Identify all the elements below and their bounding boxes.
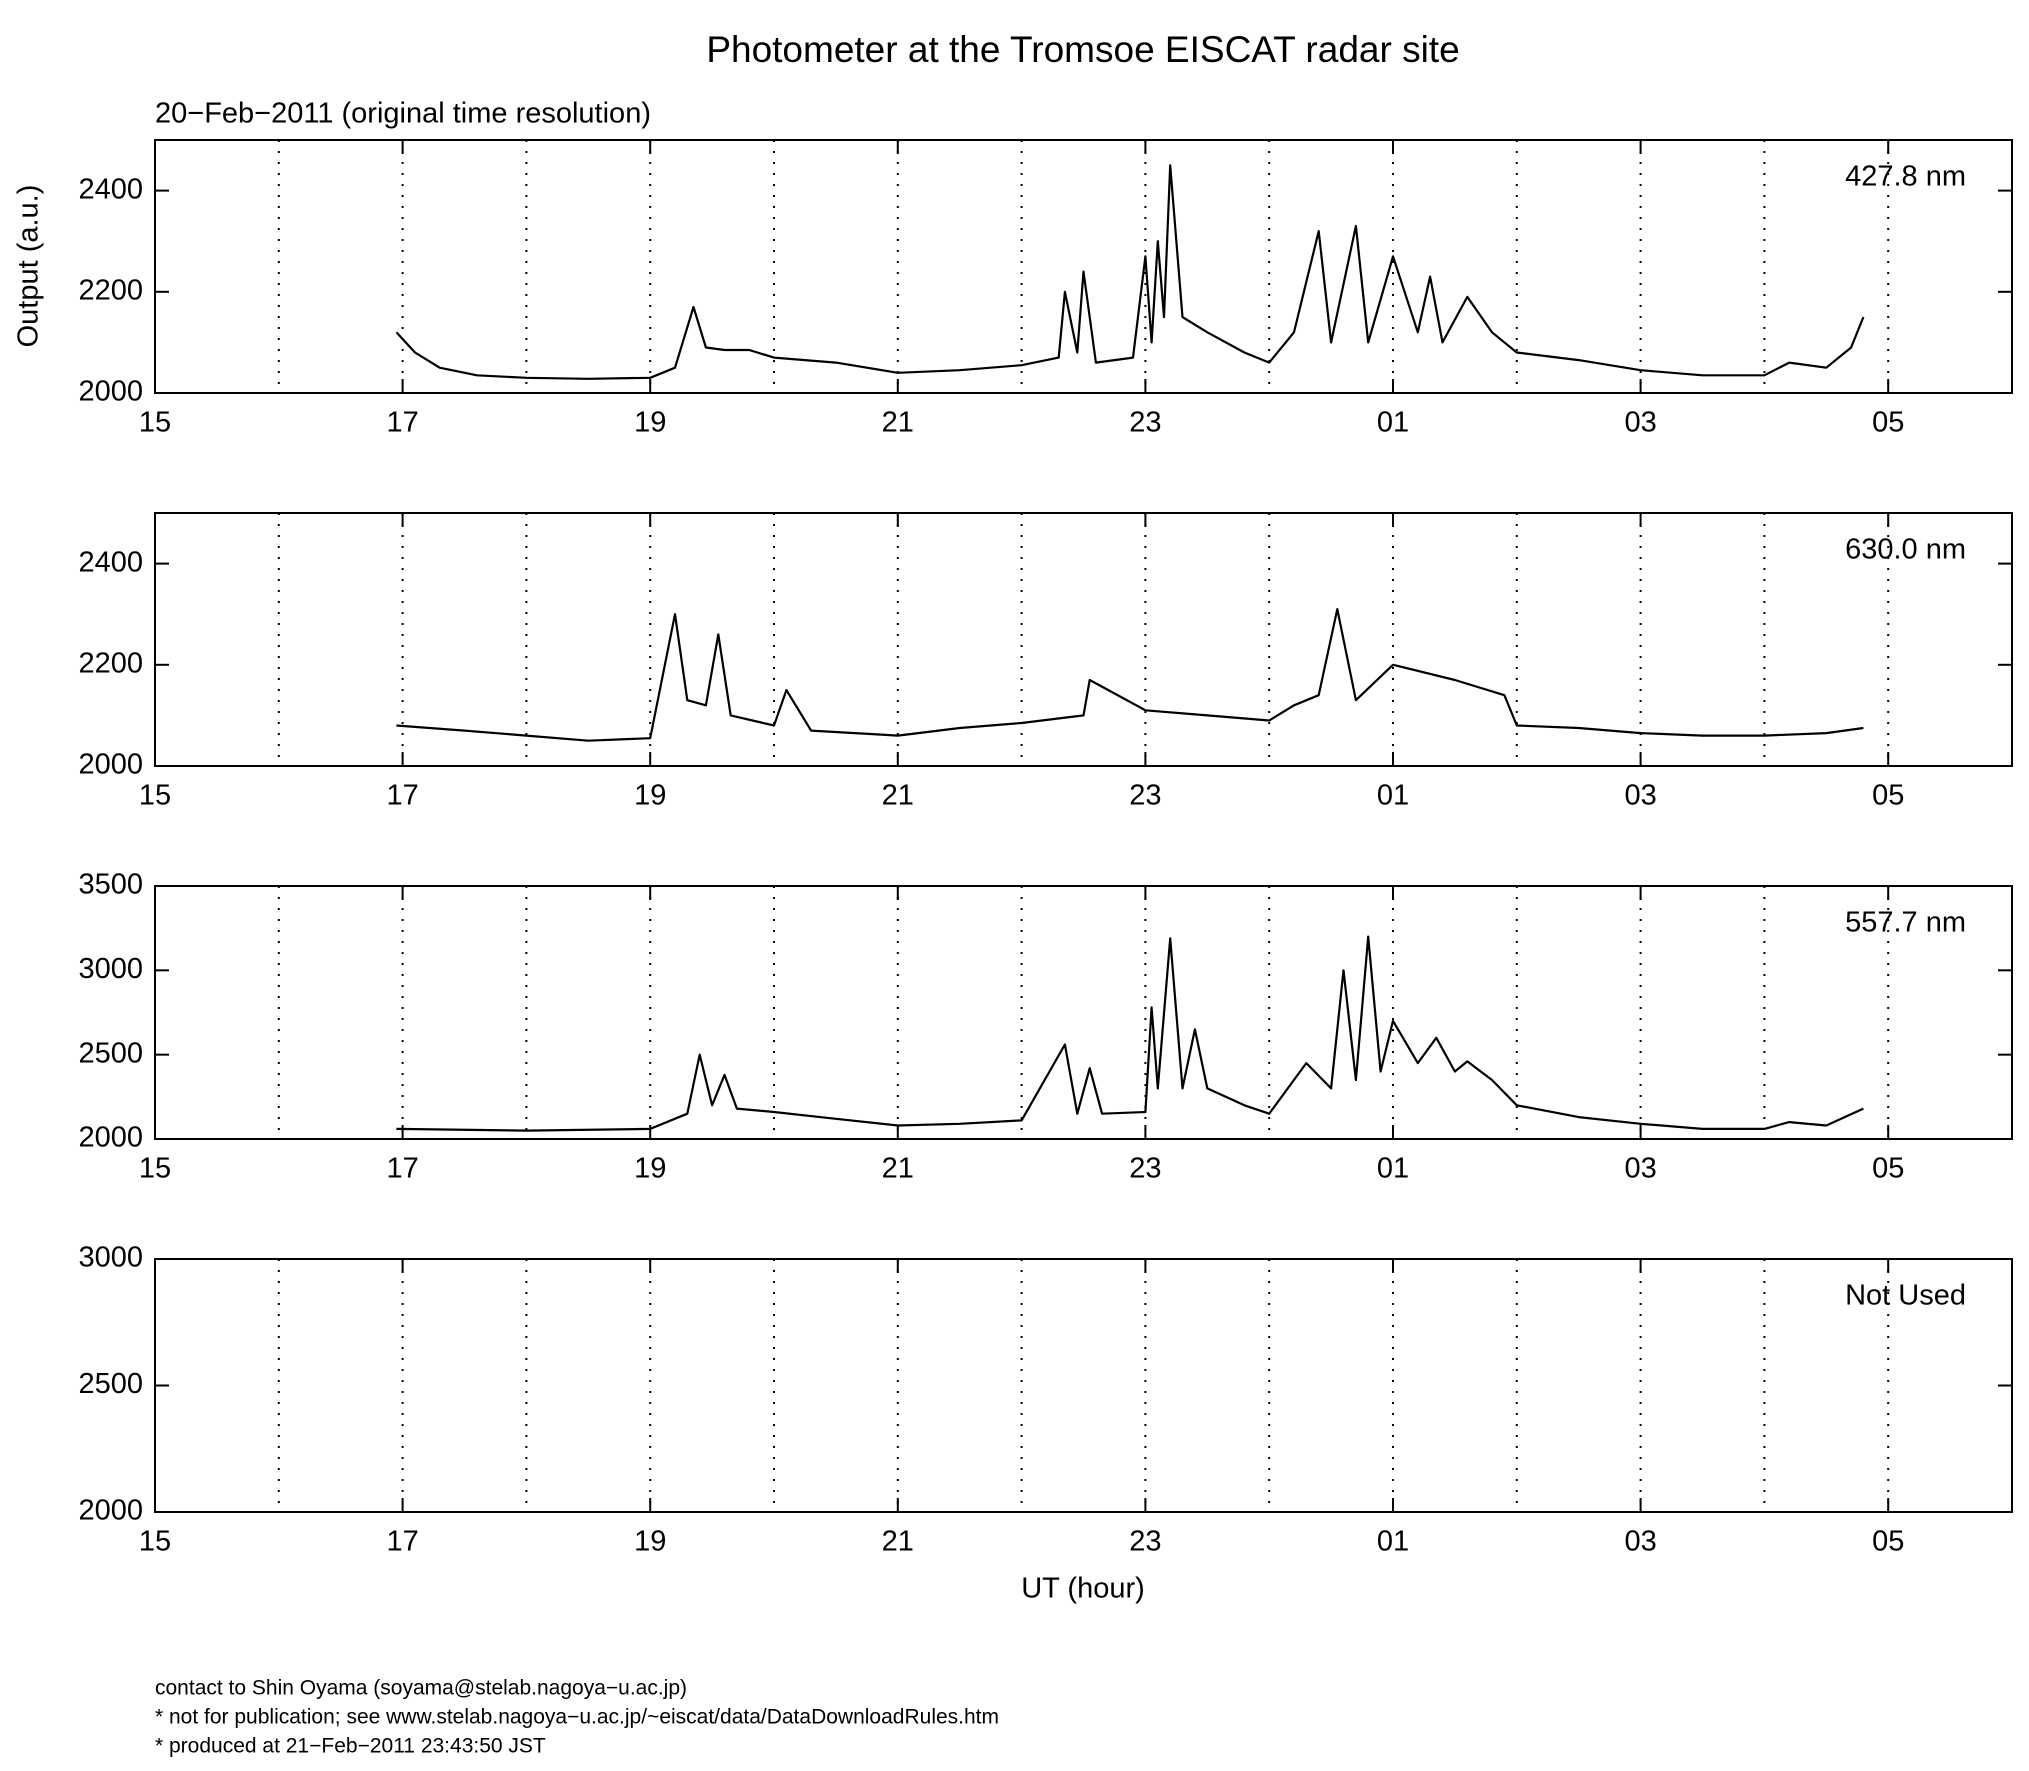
- x-tick-label: 19: [634, 1526, 666, 1558]
- x-tick-label: 15: [139, 1526, 171, 1558]
- x-tick-label: 19: [634, 407, 666, 439]
- x-tick-label: 03: [1624, 407, 1656, 439]
- x-tick-label: 23: [1129, 1526, 1161, 1558]
- plot-frame: [154, 139, 2013, 394]
- y-axis-label: Output (a.u.): [13, 185, 45, 348]
- x-tick-label: 05: [1872, 1153, 1904, 1185]
- y-tick-label: 2000: [78, 1122, 143, 1154]
- footer-line: contact to Shin Oyama (soyama@stelab.nag…: [155, 1677, 687, 1700]
- footer-line: * produced at 21−Feb−2011 23:43:50 JST: [155, 1735, 546, 1758]
- figure-title: Photometer at the Tromsoe EISCAT radar s…: [706, 29, 1459, 70]
- panel-label: 427.8 nm: [1845, 161, 1966, 193]
- data-line: [396, 935, 1864, 1132]
- y-tick-label: 2000: [78, 376, 143, 408]
- x-tick-label: 19: [634, 1153, 666, 1185]
- y-tick-label: 2400: [78, 546, 143, 578]
- x-tick-label: 17: [386, 1153, 418, 1185]
- x-tick-label: 01: [1377, 1153, 1409, 1185]
- x-tick-label: 21: [882, 1153, 914, 1185]
- footer-line: * not for publication; see www.stelab.na…: [155, 1706, 999, 1729]
- x-tick-label: 01: [1377, 780, 1409, 812]
- x-tick-label: 01: [1377, 407, 1409, 439]
- y-tick-label: 2200: [78, 647, 143, 679]
- x-tick-label: 15: [139, 780, 171, 812]
- plot-frame: [154, 1258, 2013, 1513]
- x-tick-label: 23: [1129, 407, 1161, 439]
- x-tick-label: 03: [1624, 780, 1656, 812]
- subtitle: 20−Feb−2011 (original time resolution): [155, 98, 651, 130]
- y-tick-label: 2500: [78, 1368, 143, 1400]
- x-tick-label: 19: [634, 780, 666, 812]
- y-tick-label: 2000: [78, 1495, 143, 1527]
- panel-label: 630.0 nm: [1845, 534, 1966, 566]
- x-tick-label: 05: [1872, 1526, 1904, 1558]
- x-tick-label: 03: [1624, 1153, 1656, 1185]
- x-tick-label: 21: [882, 780, 914, 812]
- data-line: [395, 164, 1865, 380]
- y-tick-label: 2500: [78, 1037, 143, 1069]
- x-tick-label: 17: [386, 780, 418, 812]
- x-tick-label: 23: [1129, 780, 1161, 812]
- x-tick-label: 21: [882, 407, 914, 439]
- data-line: [396, 608, 1864, 742]
- x-tick-label: 15: [139, 407, 171, 439]
- y-tick-label: 3000: [78, 1242, 143, 1274]
- y-tick-label: 2000: [78, 749, 143, 781]
- x-tick-label: 05: [1872, 780, 1904, 812]
- panel-label: Not Used: [1845, 1280, 1966, 1312]
- y-tick-label: 3500: [78, 869, 143, 901]
- x-tick-label: 23: [1129, 1153, 1161, 1185]
- y-tick-label: 2400: [78, 173, 143, 205]
- x-tick-label: 03: [1624, 1526, 1656, 1558]
- x-tick-label: 21: [882, 1526, 914, 1558]
- x-tick-label: 17: [386, 407, 418, 439]
- y-tick-label: 3000: [78, 953, 143, 985]
- plot-frame: [154, 885, 2013, 1140]
- x-tick-label: 05: [1872, 407, 1904, 439]
- x-tick-label: 15: [139, 1153, 171, 1185]
- plot-frame: [154, 512, 2013, 767]
- y-tick-label: 2200: [78, 274, 143, 306]
- panel-label: 557.7 nm: [1845, 907, 1966, 939]
- x-axis-label: UT (hour): [1021, 1573, 1145, 1605]
- x-tick-label: 17: [386, 1526, 418, 1558]
- x-tick-label: 01: [1377, 1526, 1409, 1558]
